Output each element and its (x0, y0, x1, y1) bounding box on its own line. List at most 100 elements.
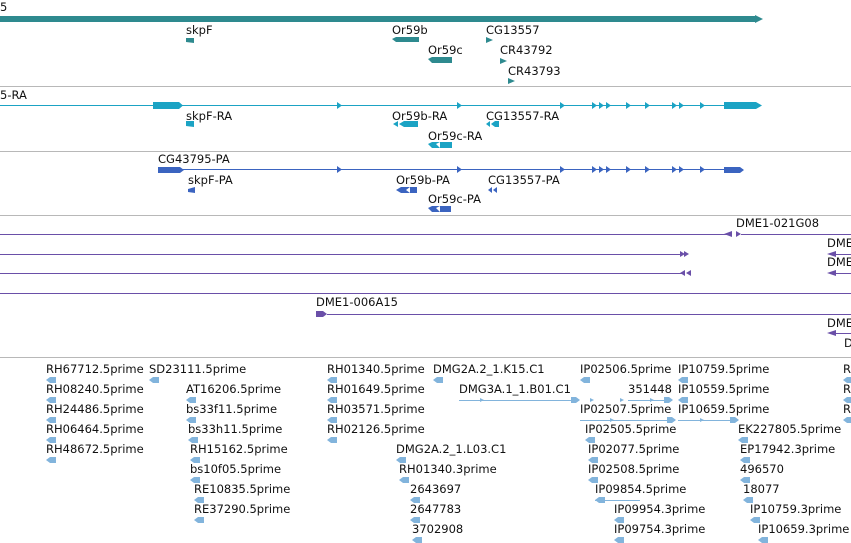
est-glyph (588, 477, 598, 483)
est-glyph (595, 497, 605, 503)
clone-label[interactable]: DME (827, 316, 851, 330)
est-glyph (740, 457, 750, 463)
est-label[interactable]: RH01649.5prime (327, 382, 425, 396)
track-separator (0, 86, 851, 87)
transcript-label[interactable]: skpF-RA (186, 109, 233, 123)
est-label[interactable]: IP10659.5prime (678, 402, 770, 416)
gene-label[interactable]: CR43793 (508, 64, 561, 78)
Or59b-glyph (392, 37, 419, 42)
est-label[interactable]: IP02508.5prime (588, 462, 680, 476)
est-direction-arrow (480, 398, 484, 402)
gene-track: 5 skpF Or59b Or59c CG13557 CR43792 CR437… (0, 0, 851, 84)
protein-label[interactable]: CG13557-PA (488, 173, 560, 187)
intron-arrow (700, 166, 705, 173)
est-label[interactable]: RH03571.5prime (327, 402, 425, 416)
est-label[interactable]: RH02126.5prime (327, 422, 425, 436)
gene-label[interactable]: Or59c (428, 43, 463, 57)
est-label[interactable]: EK227805.5prime (738, 422, 842, 436)
est-label[interactable]: IP10759.5prime (678, 362, 770, 376)
est-label[interactable]: IP09754.3prime (614, 522, 706, 536)
est-label[interactable]: IP10559.5prime (678, 382, 770, 396)
est-label[interactable]: IP02505.5prime (585, 422, 677, 436)
gene-label[interactable]: skpF (186, 23, 213, 37)
est-glyph (396, 457, 406, 463)
est-label[interactable]: IP02507.5prime (580, 402, 672, 416)
est-label[interactable]: RH01340.5prime (327, 362, 425, 376)
est-label[interactable]: EP17942.3prime (740, 442, 836, 456)
est-label[interactable]: SD23111.5prime (149, 362, 247, 376)
est-label[interactable]: IP09954.3prime (614, 502, 706, 516)
est-label[interactable]: R (843, 382, 851, 396)
est-label[interactable]: DMG2A.2_1.K15.C1 (433, 362, 545, 376)
est-label[interactable]: IP10659.3prime (758, 522, 850, 536)
est-direction-arrow (650, 398, 654, 402)
clone-line (836, 254, 851, 255)
protein-label[interactable]: Or59b-PA (396, 173, 450, 187)
est-label[interactable]: RE10835.5prime (194, 482, 291, 496)
clone-label[interactable]: DME1-006A15 (316, 295, 398, 309)
est-glyph (410, 517, 420, 523)
est-direction-arrow (620, 398, 624, 402)
protein-label[interactable]: Or59c-PA (428, 192, 481, 206)
transcript-label[interactable]: Or59b-RA (392, 109, 448, 123)
est-label[interactable]: bs33h11.5prime (188, 422, 283, 436)
clone-label[interactable]: D (844, 336, 851, 350)
est-glyph (664, 397, 673, 403)
est-label[interactable]: RH24486.5prime (46, 402, 144, 416)
est-label[interactable]: RE37290.5prime (194, 502, 291, 516)
clone-line (836, 333, 851, 334)
clone-label[interactable]: DME (827, 236, 851, 250)
est-label[interactable]: 351448 (628, 382, 672, 396)
CG13557-PA-glyph (493, 187, 497, 193)
est-label[interactable]: 2643697 (410, 482, 462, 496)
gene-label[interactable]: Or59b (392, 23, 428, 37)
est-glyph (399, 477, 409, 483)
est-label[interactable]: DMG2A.2_1.L03.C1 (396, 442, 507, 456)
est-alignment-line (459, 400, 579, 401)
Or59c-RA-glyph (436, 142, 440, 148)
est-label[interactable]: 2647783 (410, 502, 462, 516)
est-label[interactable]: 496570 (740, 462, 784, 476)
est-label[interactable]: 3702908 (412, 522, 464, 536)
protein-label[interactable]: CG43795-PA (158, 152, 230, 166)
est-glyph (327, 417, 337, 423)
est-label[interactable]: IP02077.5prime (588, 442, 680, 456)
skpF-PA-glyph (188, 187, 195, 193)
est-label[interactable]: IP10759.3prime (750, 502, 842, 516)
est-glyph (46, 397, 56, 403)
transcript-label[interactable]: CG13557-RA (486, 109, 560, 123)
est-glyph (740, 477, 750, 483)
protein-label[interactable]: skpF-PA (188, 173, 233, 187)
Or59b-RA-glyph (393, 121, 398, 127)
est-label[interactable]: RH06464.5prime (46, 422, 144, 436)
est-label[interactable]: bs10f05.5prime (190, 462, 282, 476)
est-label[interactable]: RH48672.5prime (46, 442, 144, 456)
CG13557-RA-glyph (486, 121, 490, 127)
est-label[interactable]: bs33f11.5prime (186, 402, 278, 416)
est-label[interactable]: RH08240.5prime (46, 382, 144, 396)
intron-arrow (457, 166, 462, 173)
est-label[interactable]: IP02506.5prime (580, 362, 672, 376)
transcript-track-top-label: 5-RA (0, 88, 27, 102)
clone-label[interactable]: DME (827, 255, 851, 269)
est-label[interactable]: R (843, 402, 851, 416)
intron-arrow (606, 166, 611, 173)
gene-label[interactable]: CR43792 (500, 43, 553, 57)
est-label[interactable]: RH15162.5prime (190, 442, 288, 456)
est-label[interactable]: DMG3A.1_1.B01.C1 (459, 382, 571, 396)
intron-arrow (337, 102, 342, 109)
track-separator (0, 215, 851, 216)
est-glyph (580, 377, 590, 383)
est-label[interactable]: RH01340.3prime (399, 462, 497, 476)
est-label[interactable]: IP09854.5prime (595, 482, 687, 496)
est-glyph (46, 437, 56, 443)
est-label[interactable]: R (843, 362, 851, 376)
protein-exon-arrow (180, 167, 184, 173)
est-label[interactable]: 18077 (743, 482, 780, 496)
clone-label[interactable]: DME1-021G08 (736, 216, 820, 230)
est-label[interactable]: AT16206.5prime (186, 382, 282, 396)
est-label[interactable]: RH67712.5prime (46, 362, 144, 376)
transcript-label[interactable]: Or59c-RA (428, 129, 483, 143)
gene-label[interactable]: CG13557 (486, 23, 540, 37)
Or59b-RA-glyph (404, 121, 418, 127)
